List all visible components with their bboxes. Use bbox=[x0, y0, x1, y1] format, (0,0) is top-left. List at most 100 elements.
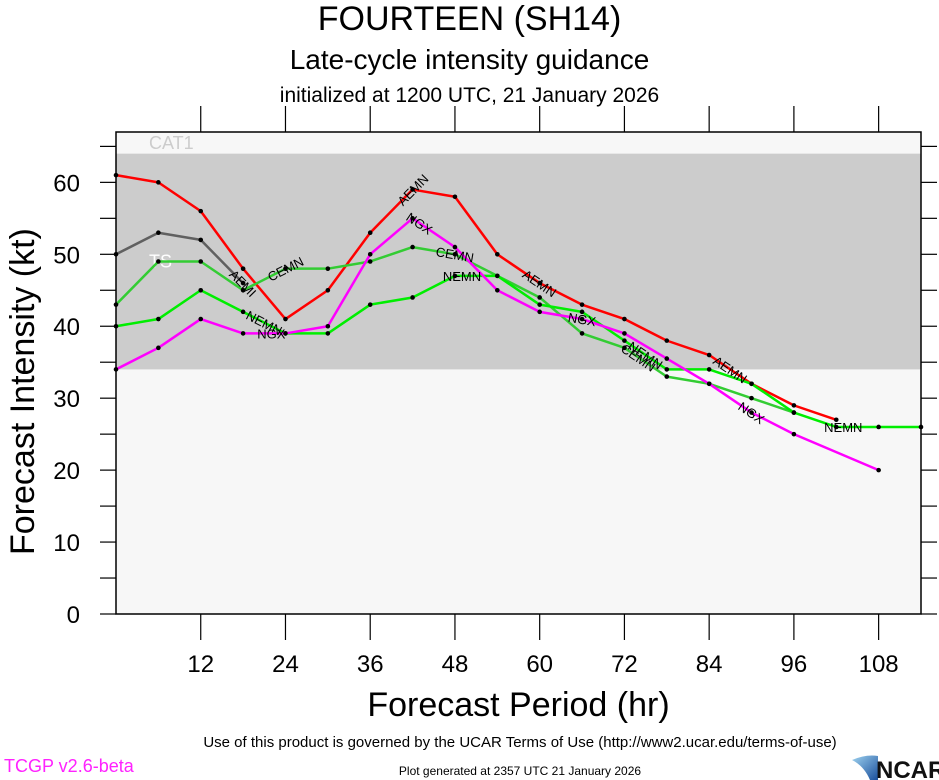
series-line-nemn bbox=[115, 274, 921, 429]
data-point-cemn bbox=[283, 266, 288, 271]
y-tick-label: 20 bbox=[53, 458, 80, 485]
terms-of-use: Use of this product is governed by the U… bbox=[203, 734, 837, 751]
data-point-aemn bbox=[410, 187, 415, 192]
data-point-aemn bbox=[452, 194, 458, 200]
data-point-nemn bbox=[791, 410, 797, 415]
data-point-nemn bbox=[367, 302, 373, 307]
data-point-ngx bbox=[452, 244, 458, 250]
data-point-ngx bbox=[283, 331, 288, 336]
y-tick-label: 30 bbox=[53, 386, 80, 413]
y-tick-label: 40 bbox=[53, 314, 80, 341]
data-point-nemn bbox=[876, 424, 881, 430]
data-point-aemn bbox=[325, 287, 331, 293]
chart-subtitle: Late-cycle intensity guidance bbox=[289, 44, 650, 75]
data-point-nemn bbox=[452, 273, 458, 279]
data-point-cemn bbox=[664, 374, 670, 379]
data-point-ngx bbox=[622, 331, 627, 336]
data-point-ngx bbox=[664, 356, 670, 361]
data-point-aemn bbox=[367, 230, 373, 236]
data-point-ngx bbox=[495, 287, 500, 293]
data-point-cemn bbox=[537, 295, 542, 300]
series-label-ngx: NGX bbox=[567, 310, 598, 330]
plot-frame bbox=[115, 131, 922, 615]
y-tick-label: 0 bbox=[67, 602, 80, 629]
chart-title: FOURTEEN (SH14) bbox=[317, 0, 622, 38]
series-line-ngx bbox=[115, 217, 880, 472]
data-point-cemn bbox=[622, 345, 627, 351]
data-point-nemn bbox=[198, 287, 204, 293]
initialized-time: initialized at 1200 UTC, 21 January 2026 bbox=[279, 84, 660, 107]
data-point-aemn bbox=[156, 180, 161, 185]
series-label-nemn: NEMN bbox=[443, 269, 481, 284]
data-point-ngx bbox=[198, 316, 204, 322]
data-point-nemn bbox=[749, 381, 754, 387]
data-point-nemn bbox=[325, 331, 331, 336]
data-point-ngx bbox=[537, 309, 542, 315]
data-point-cemn bbox=[410, 244, 415, 250]
y-tick-label: 10 bbox=[53, 530, 80, 557]
x-tick-label: 84 bbox=[696, 651, 723, 678]
data-point-ngx bbox=[156, 345, 161, 351]
data-point-aemn bbox=[833, 417, 839, 423]
data-point-aemi bbox=[240, 280, 246, 286]
data-point-ngx bbox=[579, 316, 585, 322]
data-point-cemn bbox=[452, 251, 458, 257]
x-tick-label: 60 bbox=[526, 651, 553, 678]
data-point-nemn bbox=[410, 295, 415, 300]
data-point-nemn bbox=[706, 367, 712, 372]
data-point-cemn bbox=[749, 395, 754, 401]
data-point-aemn bbox=[537, 280, 542, 286]
data-point-nemn bbox=[495, 273, 500, 279]
version-label: TCGP v2.6-beta bbox=[4, 756, 134, 776]
data-point-aemn bbox=[283, 316, 288, 322]
band-label-cat1: CAT1 bbox=[149, 133, 194, 153]
ncar-swoosh-icon bbox=[852, 755, 878, 780]
data-point-aemi bbox=[198, 237, 204, 243]
data-point-ngx bbox=[325, 323, 331, 329]
series-label-cemn: CEMN bbox=[435, 244, 475, 265]
data-point-nemn bbox=[240, 309, 246, 315]
series-label-nemn: NEMN bbox=[824, 420, 862, 435]
data-point-ngx bbox=[706, 381, 712, 387]
x-tick-label: 96 bbox=[781, 651, 808, 678]
data-point-cemn bbox=[198, 259, 204, 264]
data-point-ngx bbox=[240, 331, 246, 336]
data-point-cemn bbox=[367, 259, 373, 264]
x-tick-label: 24 bbox=[272, 651, 299, 678]
series-label-ngx: NGX bbox=[257, 326, 286, 341]
data-point-nemn bbox=[833, 424, 839, 430]
data-point-nemn bbox=[622, 338, 627, 343]
y-tick-label: 60 bbox=[53, 170, 80, 197]
data-point-ngx bbox=[410, 216, 415, 221]
data-point-aemn bbox=[622, 316, 627, 322]
data-point-aemn bbox=[706, 352, 712, 358]
ncar-logo-text: NCAR bbox=[876, 757, 939, 780]
data-point-aemn bbox=[495, 251, 500, 257]
data-point-aemn bbox=[240, 266, 246, 271]
data-point-aemn bbox=[791, 403, 797, 408]
data-point-ngx bbox=[749, 410, 754, 415]
x-axis-label: Forecast Period (hr) bbox=[367, 686, 670, 724]
data-point-ngx bbox=[367, 251, 373, 257]
data-point-aemn bbox=[579, 302, 585, 307]
data-point-ngx bbox=[791, 431, 797, 437]
x-tick-label: 48 bbox=[442, 651, 469, 678]
data-point-nemn bbox=[664, 367, 670, 372]
data-point-cemn bbox=[325, 266, 331, 271]
data-point-nemn bbox=[156, 316, 161, 322]
data-point-aemn bbox=[664, 338, 670, 343]
x-tick-label: 12 bbox=[187, 651, 214, 678]
series-line-aemi bbox=[115, 231, 244, 284]
data-point-aemn bbox=[198, 208, 204, 214]
data-point-nemn bbox=[579, 309, 585, 315]
y-axis-label: Forecast Intensity (kt) bbox=[4, 228, 42, 555]
y-tick-label: 50 bbox=[53, 242, 80, 269]
data-point-nemn bbox=[537, 302, 542, 307]
x-tick-label: 72 bbox=[611, 651, 638, 678]
data-point-cemn bbox=[240, 287, 246, 293]
generated-time: Plot generated at 2357 UTC 21 January 20… bbox=[398, 764, 642, 778]
x-tick-label: 108 bbox=[859, 651, 899, 678]
data-point-cemn bbox=[156, 259, 161, 264]
ncar-logo: NCAR bbox=[852, 755, 939, 780]
